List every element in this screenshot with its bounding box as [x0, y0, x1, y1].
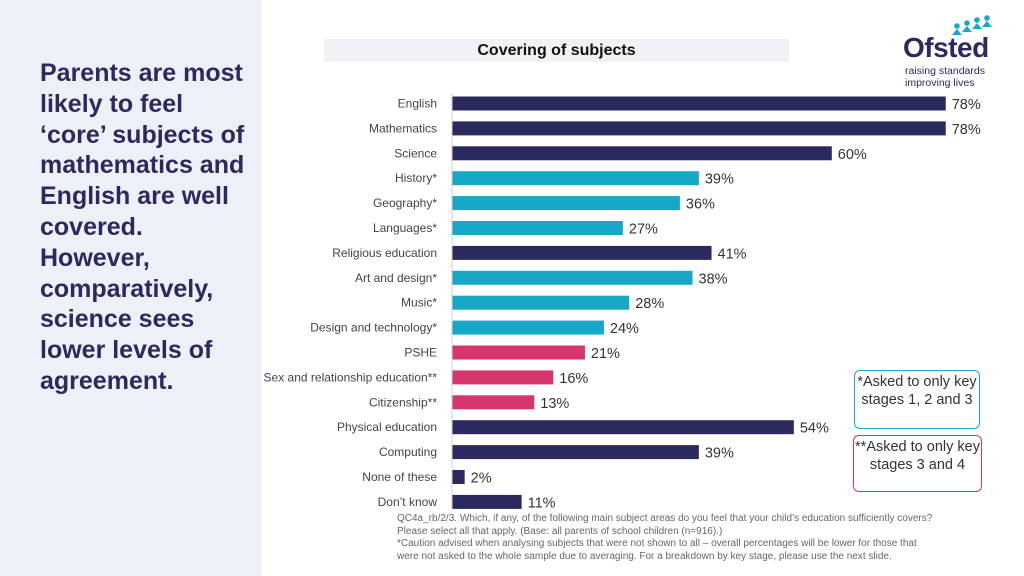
value-label: 28%: [635, 296, 664, 312]
bar: [452, 146, 832, 161]
footnote: QC4a_rb/2/3. Which, if any, of the follo…: [397, 513, 997, 563]
footnote-line-2: Please select all that apply. (Base: all…: [397, 525, 723, 537]
category-label: Science: [394, 146, 437, 160]
bar: [452, 96, 946, 111]
footnote-line-3: *Caution advised when analysing subjects…: [397, 538, 917, 550]
value-label: 41%: [718, 246, 747, 262]
category-label: Physical education: [337, 420, 437, 434]
category-label: Religious education: [332, 246, 437, 260]
left-panel: [0, 0, 262, 576]
value-label: 36%: [686, 197, 715, 213]
bar: [452, 320, 604, 335]
category-label: Computing: [379, 445, 437, 459]
logo-wordmark: Ofsted: [903, 32, 989, 63]
bar: [452, 121, 946, 136]
chart-title: Covering of subjects: [477, 42, 636, 59]
logo-tagline-2: improving lives: [905, 77, 975, 89]
category-label: Mathematics: [369, 121, 437, 135]
headline: Parents are most likely to feel ‘core’ s…: [40, 59, 245, 395]
value-label: 38%: [699, 271, 728, 287]
bar: [452, 445, 699, 460]
bar: [452, 295, 630, 310]
bar: [452, 470, 465, 484]
value-label: 24%: [610, 321, 639, 337]
value-label: 21%: [591, 346, 620, 362]
category-label: History*: [395, 171, 437, 185]
category-label: English: [398, 97, 437, 111]
value-label: 39%: [705, 172, 734, 188]
logo-tagline-1: raising standards: [905, 65, 985, 77]
bar: [452, 420, 794, 435]
note-ks34: **Asked to only key stages 3 and 4: [853, 435, 982, 492]
value-label: 54%: [800, 421, 829, 437]
bar: [452, 494, 522, 509]
category-label: Don’t know: [378, 495, 438, 509]
bar: [452, 171, 699, 186]
bar: [452, 345, 585, 360]
bar: [452, 395, 535, 410]
category-label: None of these: [362, 470, 437, 484]
category-label: Art and design*: [355, 271, 437, 285]
people-icon: [952, 15, 992, 35]
category-label: Languages*: [373, 221, 437, 235]
chart-title-box: [324, 39, 789, 62]
value-label: 78%: [952, 97, 981, 113]
value-label: 2%: [471, 471, 492, 487]
value-label: 60%: [838, 147, 867, 163]
bar: [452, 270, 693, 285]
category-label: Sex and relationship education**: [264, 370, 438, 384]
bar: [452, 196, 680, 211]
category-label: Citizenship**: [369, 395, 437, 409]
value-label: 13%: [540, 396, 569, 412]
category-label: PSHE: [404, 346, 437, 360]
ofsted-logo: Ofsted raising standards improving lives: [900, 14, 1000, 94]
value-label: 78%: [952, 122, 981, 138]
note-ks123: *Asked to only key stages 1, 2 and 3: [854, 370, 980, 429]
value-label: 27%: [629, 222, 658, 238]
footnote-line-1: QC4a_rb/2/3. Which, if any, of the follo…: [397, 513, 933, 524]
value-label: 11%: [528, 495, 556, 511]
value-label: 16%: [559, 371, 588, 387]
value-label: 39%: [705, 446, 734, 462]
bar: [452, 245, 712, 260]
category-label: Music*: [401, 296, 437, 310]
footnote-line-4: were not asked to the whole sample due t…: [397, 550, 892, 562]
bar: [452, 221, 623, 235]
bar: [452, 370, 554, 385]
category-label: Design and technology*: [310, 321, 437, 335]
category-label: Geography*: [373, 196, 437, 210]
